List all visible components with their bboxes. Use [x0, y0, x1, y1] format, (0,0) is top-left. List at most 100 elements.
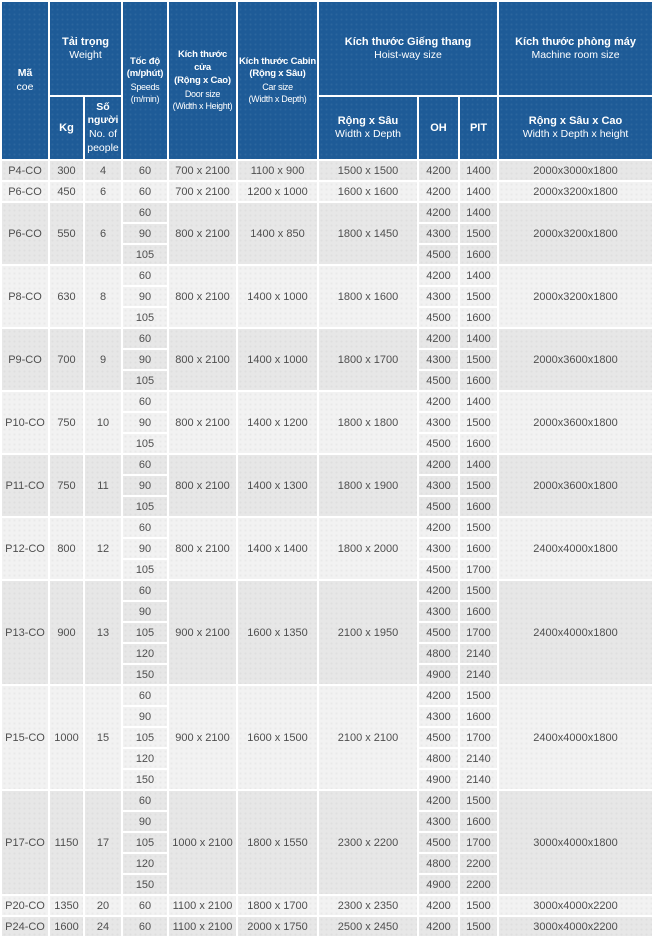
header-machine-group: Kích thước phòng máy Machine room size: [497, 0, 652, 97]
cell-pit: 2200: [457, 852, 500, 875]
header-people-en: No. of people: [87, 128, 119, 154]
cell-oh: 4200: [417, 915, 460, 938]
header-speed-vi-1: Tốc độ: [130, 55, 160, 67]
cell-machine-room: 2400x4000x1800: [497, 516, 652, 581]
cell-weight-kg: 900: [48, 579, 85, 686]
cell-pit: 2140: [457, 642, 500, 665]
cell-oh: 4500: [417, 369, 460, 392]
cell-weight-kg: 630: [48, 264, 85, 329]
cell-pit: 1600: [457, 537, 500, 560]
cell-door-size: 700 x 2100: [167, 180, 238, 203]
cell-pit: 1500: [457, 222, 500, 245]
cell-door-size: 900 x 2100: [167, 684, 238, 791]
cell-speed: 105: [121, 831, 169, 854]
cell-code: P8-CO: [0, 264, 50, 329]
cell-car-size: 1200 x 1000: [236, 180, 319, 203]
cell-weight-kg: 300: [48, 159, 85, 182]
cell-speed: 105: [121, 369, 169, 392]
cell-people: 10: [83, 390, 123, 455]
cell-car-size: 1800 x 1550: [236, 789, 319, 896]
header-code-vi: Mã: [17, 66, 33, 79]
header-cabin-vi-2: (Rộng x Sâu): [249, 68, 306, 80]
cell-pit: 1500: [457, 789, 500, 812]
cell-machine-room: 3000x4000x2200: [497, 915, 652, 938]
cell-speed: 150: [121, 663, 169, 686]
cell-pit: 1600: [457, 432, 500, 455]
header-machine-wdh-en: Width x Depth x height: [522, 128, 629, 141]
header-speed-vi-2: (m/phút): [126, 68, 164, 80]
cell-door-size: 1100 x 2100: [167, 915, 238, 938]
cell-people: 15: [83, 684, 123, 791]
header-people: Số người No. of people: [83, 95, 123, 161]
cell-pit: 1600: [457, 810, 500, 833]
cell-speed: 120: [121, 642, 169, 665]
cell-hoistway-wd: 1600 x 1600: [317, 180, 419, 203]
cell-hoistway-wd: 1800 x 1600: [317, 264, 419, 329]
cell-hoistway-wd: 1800 x 1800: [317, 390, 419, 455]
cell-weight-kg: 1350: [48, 894, 85, 917]
header-machine-wdh-vi: Rộng x Sâu x Cao: [528, 115, 623, 128]
cell-speed: 120: [121, 747, 169, 770]
header-weight-vi: Tải trọng: [61, 35, 110, 48]
cell-pit: 1500: [457, 411, 500, 434]
cell-door-size: 1000 x 2100: [167, 789, 238, 896]
cell-pit: 1700: [457, 621, 500, 644]
cell-speed: 60: [121, 201, 169, 224]
cell-speed: 105: [121, 432, 169, 455]
table-row: 105 4500 1600: [1, 306, 652, 329]
cell-pit: 1400: [457, 264, 500, 287]
cell-speed: 60: [121, 327, 169, 350]
header-cabin-en-1: Car size: [262, 82, 293, 93]
header-hoistway-en: Hoist-way size: [374, 48, 442, 61]
table-body: P4-CO 300 4 60 700 x 2100 1100 x 900 1500 x 15…: [0, 159, 652, 938]
cell-weight-kg: 800: [48, 516, 85, 581]
cell-oh: 4900: [417, 663, 460, 686]
cell-people: 4: [83, 159, 123, 182]
table-row: P9-CO 700 9 60 800 x 2100 1400 x 1000 1800 x 1…: [0, 327, 652, 392]
header-kg-label: Kg: [59, 121, 74, 134]
header-kg: Kg: [48, 95, 85, 161]
table-row: 90 4300 1600: [1, 537, 652, 560]
table-row: 90 4300 1600: [1, 705, 652, 728]
cell-pit: 1400: [457, 453, 500, 476]
cell-door-size: 1100 x 2100: [167, 894, 238, 917]
cell-oh: 4500: [417, 306, 460, 329]
header-cabin-vi-1: Kích thước Cabin: [239, 55, 316, 67]
cell-pit: 2140: [457, 663, 500, 686]
cell-door-size: 800 x 2100: [167, 390, 238, 455]
table-row: P13-CO 900 13 60 900 x 2100 1600 x 1350 2100 x…: [0, 579, 652, 686]
cell-speed: 60: [121, 390, 169, 413]
cell-speed: 90: [121, 705, 169, 728]
cell-oh: 4200: [417, 201, 460, 224]
header-door-vi-2: (Rộng x Cao): [174, 74, 231, 86]
cell-oh: 4500: [417, 831, 460, 854]
table-row: 90 4300 1600: [1, 600, 652, 623]
cell-car-size: 1400 x 1000: [236, 327, 319, 392]
cell-speed: 105: [121, 495, 169, 518]
cell-hoistway-wd: 1800 x 2000: [317, 516, 419, 581]
cell-oh: 4800: [417, 747, 460, 770]
cell-speed: 60: [121, 789, 169, 812]
cell-code: P6-CO: [0, 180, 50, 203]
header-speed-en-1: Speeds: [130, 82, 160, 93]
table-row: 105 4500 1700: [1, 558, 652, 581]
table-row: 90 4300 1500: [1, 348, 652, 371]
cell-people: 13: [83, 579, 123, 686]
header-door-vi-1: Kích thước cửa: [177, 49, 228, 73]
table-header: Mã coe Tải trọng Weight Tốc độ (m/phút) …: [0, 0, 652, 161]
table-row: 90 4300 1500: [1, 474, 652, 497]
cell-speed: 150: [121, 768, 169, 791]
cell-oh: 4900: [417, 873, 460, 896]
cell-machine-room: 3000x4000x1800: [497, 789, 652, 896]
header-speed: Tốc độ (m/phút) Speeds (m/min): [121, 0, 169, 161]
table-row: 90 4300 1600: [1, 810, 652, 833]
cell-car-size: 1400 x 1300: [236, 453, 319, 518]
cell-code: P20-CO: [0, 894, 50, 917]
table-row: P12-CO 800 12 60 800 x 2100 1400 x 1400 1800 x…: [0, 516, 652, 581]
cell-speed: 60: [121, 915, 169, 938]
cell-door-size: 800 x 2100: [167, 327, 238, 392]
header-oh: OH: [417, 95, 460, 161]
cell-machine-room: 2000x3200x1800: [497, 201, 652, 266]
cell-people: 12: [83, 516, 123, 581]
table-row: 105 4500 1600: [1, 369, 652, 392]
